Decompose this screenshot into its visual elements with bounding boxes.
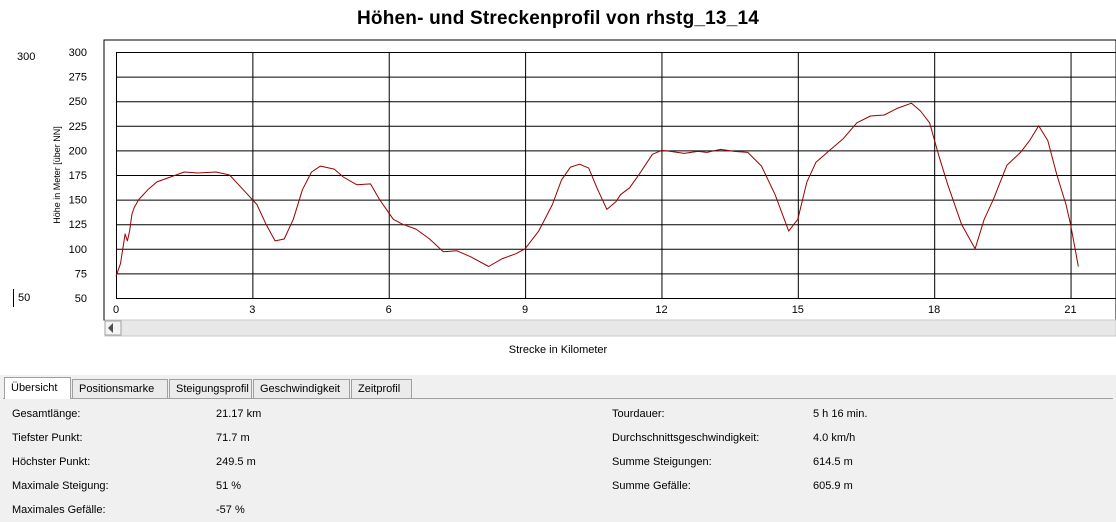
summary-label: Gesamtlänge:: [12, 408, 81, 420]
y-tick-label: 50: [75, 293, 87, 305]
y-axis-label: Höhe in Meter [über NN]: [52, 126, 62, 224]
tab-2[interactable]: Steigungsprofil: [169, 379, 252, 398]
tab-label: Geschwindigkeit: [260, 383, 341, 395]
elevation-chart: 50 75 100 125 150 175 200 225 250 275 300 0 3 6 9 12 15…: [52, 39, 1116, 337]
tab-label: Steigungsprofil: [176, 383, 249, 395]
scrollbar-track[interactable]: [104, 319, 1116, 337]
y-tick-label: 150: [69, 195, 87, 207]
tab-4[interactable]: Zeitprofil: [351, 379, 412, 398]
summary-label: Durchschnittsgeschwindigkeit:: [612, 432, 760, 444]
summary-value: 71.7 m: [216, 432, 250, 444]
summary-label: Tiefster Punkt:: [12, 432, 83, 444]
chart-series: [115, 102, 1079, 277]
y-tick-label: 225: [69, 121, 87, 133]
x-tick-label: 3: [249, 304, 255, 316]
summary-value: 4.0 km/h: [813, 432, 856, 444]
y-tick-label: 75: [75, 268, 87, 280]
summary-label: Maximale Steigung:: [12, 480, 109, 492]
summary-value: 5 h 16 min.: [813, 408, 868, 420]
x-tick-label: 0: [113, 304, 119, 316]
summary-value: 614.5 m: [813, 456, 853, 468]
y-max-input[interactable]: [13, 48, 49, 66]
summary-label: Höchster Punkt:: [12, 456, 91, 468]
y-min-input[interactable]: [13, 289, 49, 307]
y-tick-labels: 50 75 100 125 150 175 200 225 250 275 300: [69, 47, 87, 305]
tab-label: Positionsmarke: [79, 383, 155, 395]
x-tick-label: 12: [655, 304, 667, 316]
x-tick-label: 21: [1064, 304, 1076, 316]
chevron-left-icon: [108, 323, 113, 333]
x-tick-label: 6: [386, 304, 392, 316]
summary-label: Maximales Gefälle:: [12, 504, 106, 516]
y-tick-label: 175: [69, 170, 87, 182]
summary-label: Tourdauer:: [612, 408, 665, 420]
summary-value: 51 %: [216, 480, 242, 492]
summary-value: 249.5 m: [216, 456, 256, 468]
elevation-line: [115, 102, 1079, 277]
tab-label: Übersicht: [11, 382, 58, 394]
summary-panel: Gesamtlänge: 21.17 km Tiefster Punkt: 71.7 …: [3, 398, 1113, 522]
summary-label: Summe Gefälle:: [612, 480, 691, 492]
chart-grid: [103, 39, 1116, 321]
x-tick-label: 18: [928, 304, 940, 316]
tab-0[interactable]: Übersicht: [4, 377, 71, 399]
tab-3[interactable]: Geschwindigkeit: [253, 379, 350, 398]
tab-1[interactable]: Positionsmarke: [72, 379, 168, 398]
summary-value: 21.17 km: [216, 408, 262, 420]
summary-value: 605.9 m: [813, 480, 853, 492]
summary-label: Summe Steigungen:: [612, 456, 712, 468]
horizontal-scrollbar[interactable]: [104, 319, 1116, 337]
plot-frame: [103, 39, 1116, 321]
y-tick-label: 300: [69, 47, 87, 59]
x-tick-label: 9: [522, 304, 528, 316]
x-axis-label: Strecke in Kilometer: [508, 344, 608, 356]
y-tick-label: 100: [69, 244, 87, 256]
summary-value: -57 %: [216, 504, 245, 516]
tab-label: Zeitprofil: [358, 383, 401, 395]
x-tick-labels: 0 3 6 9 12 15 18 21: [113, 304, 1077, 316]
x-tick-label: 15: [792, 304, 804, 316]
y-tick-label: 125: [69, 219, 87, 231]
y-tick-label: 250: [69, 96, 87, 108]
y-tick-label: 200: [69, 145, 87, 157]
page-title: Höhen- und Streckenprofil von rhstg_13_1…: [356, 8, 759, 29]
y-tick-label: 275: [69, 72, 87, 84]
